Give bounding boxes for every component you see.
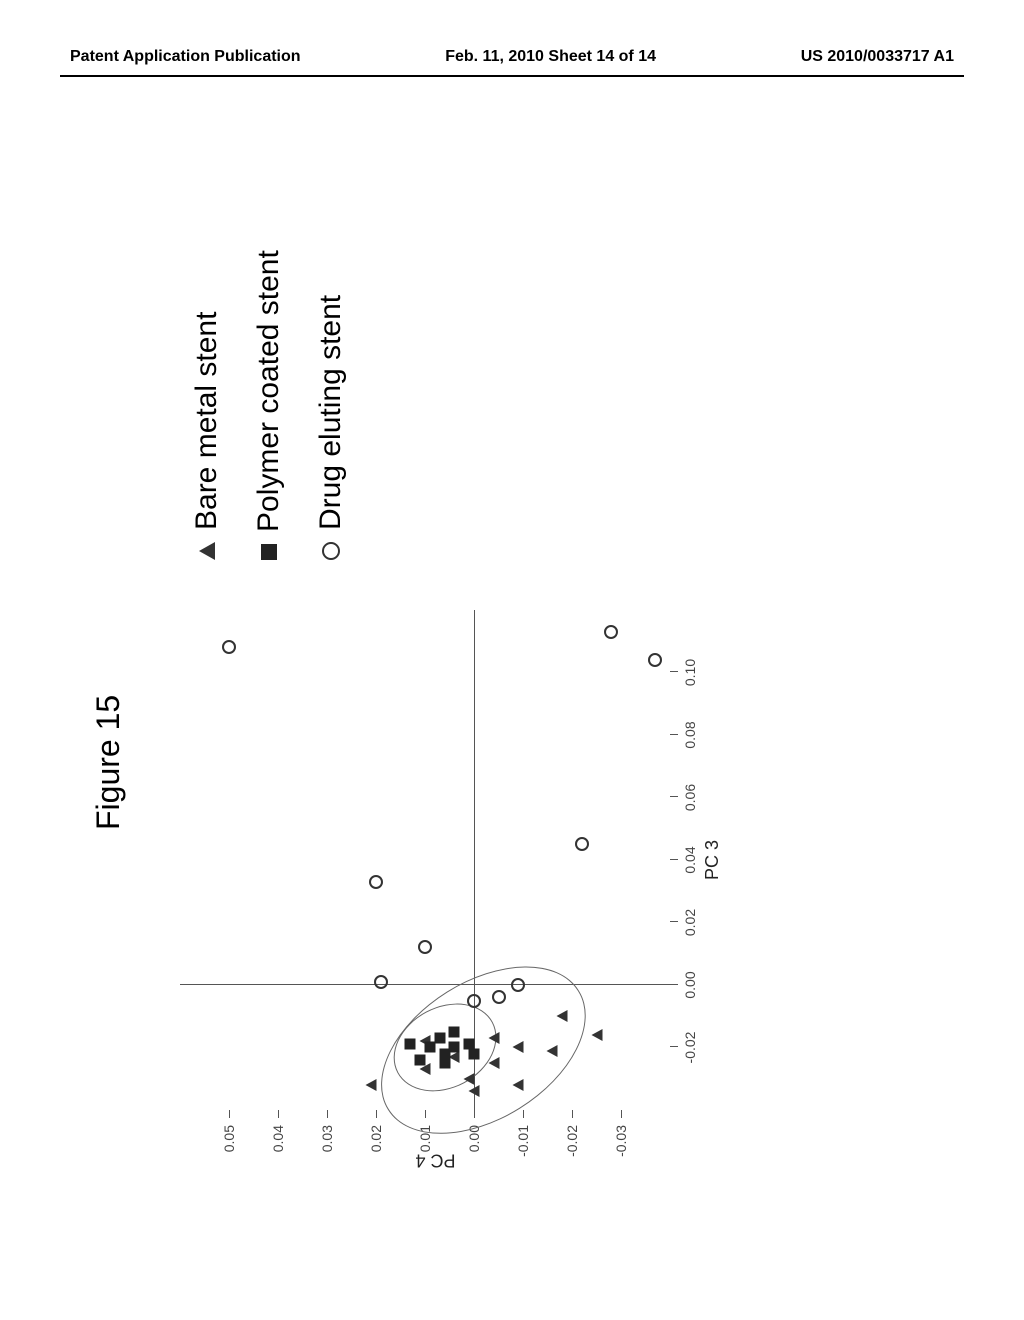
legend-label: Drug eluting stent xyxy=(314,295,348,530)
header-divider xyxy=(60,75,964,77)
data-point xyxy=(415,1055,426,1066)
x-tick-label: 0.08 xyxy=(682,721,698,748)
header-right: US 2010/0033717 A1 xyxy=(801,48,954,66)
y-tick-label: -0.02 xyxy=(564,1125,580,1165)
data-point xyxy=(405,1039,416,1050)
page-header: Patent Application Publication Feb. 11, … xyxy=(0,48,1024,66)
legend-item-bare-metal: Bare metal stent xyxy=(190,250,224,560)
data-point xyxy=(467,994,481,1008)
x-tick-label: 0.00 xyxy=(682,971,698,998)
y-tick-label: 0.00 xyxy=(466,1125,482,1165)
circle-icon xyxy=(322,542,340,560)
data-point xyxy=(511,978,525,992)
x-axis-label: PC 3 xyxy=(702,840,723,880)
y-tick-label: -0.03 xyxy=(613,1125,629,1165)
legend-label: Bare metal stent xyxy=(190,312,224,530)
data-point xyxy=(439,1058,450,1069)
y-tick-label: 0.04 xyxy=(270,1125,286,1165)
x-tick-label: 0.10 xyxy=(682,659,698,686)
rotated-figure: Figure 15 -0.02 0.00 0.02 0.04 0.06 0.08 0.10 -… xyxy=(60,120,964,1220)
data-point xyxy=(469,1048,480,1059)
legend-item-drug-eluting: Drug eluting stent xyxy=(314,250,348,560)
data-point xyxy=(418,941,432,955)
data-point xyxy=(591,1029,602,1041)
data-point xyxy=(449,1026,460,1037)
data-point xyxy=(369,875,383,889)
data-point xyxy=(222,641,236,655)
data-point xyxy=(604,625,618,639)
data-point xyxy=(648,653,662,667)
data-point xyxy=(464,1073,475,1085)
data-point xyxy=(513,1079,524,1091)
plot-area: -0.020.000.020.040.060.080.10-0.03-0.02-… xyxy=(180,610,670,1110)
data-point xyxy=(547,1045,558,1057)
y-tick-label: 0.02 xyxy=(368,1125,384,1165)
y-tick-label: -0.01 xyxy=(515,1125,531,1165)
square-icon xyxy=(261,544,277,560)
data-point xyxy=(513,1042,524,1054)
y-axis-label: PC 4 xyxy=(415,1149,455,1170)
data-point xyxy=(492,991,506,1005)
data-point xyxy=(424,1042,435,1053)
data-point xyxy=(366,1079,377,1091)
data-point xyxy=(449,1042,460,1053)
chart-legend: Bare metal stent Polymer coated stent Dr… xyxy=(190,250,376,560)
triangle-icon xyxy=(199,542,215,560)
legend-item-polymer: Polymer coated stent xyxy=(252,250,286,560)
data-point xyxy=(557,1010,568,1022)
data-point xyxy=(488,1057,499,1069)
data-point xyxy=(575,837,589,851)
data-point xyxy=(488,1032,499,1044)
x-tick-label: 0.04 xyxy=(682,846,698,873)
data-point xyxy=(469,1085,480,1097)
header-left: Patent Application Publication xyxy=(70,48,301,66)
scatter-chart: -0.02 0.00 0.02 0.04 0.06 0.08 0.10 -0.03 -0.02 -… xyxy=(170,600,720,1180)
x-tick-label: 0.02 xyxy=(682,909,698,936)
x-tick-label: 0.06 xyxy=(682,784,698,811)
legend-label: Polymer coated stent xyxy=(252,250,286,532)
x-tick-label: -0.02 xyxy=(682,1032,698,1064)
data-point xyxy=(434,1033,445,1044)
data-point xyxy=(374,975,388,989)
y-tick-label: 0.03 xyxy=(319,1125,335,1165)
y-tick-label: 0.05 xyxy=(221,1125,237,1165)
header-center: Feb. 11, 2010 Sheet 14 of 14 xyxy=(445,48,656,66)
figure-area: Figure 15 -0.02 0.00 0.02 0.04 0.06 0.08 0.10 -… xyxy=(60,120,964,1220)
figure-title: Figure 15 xyxy=(90,695,127,830)
